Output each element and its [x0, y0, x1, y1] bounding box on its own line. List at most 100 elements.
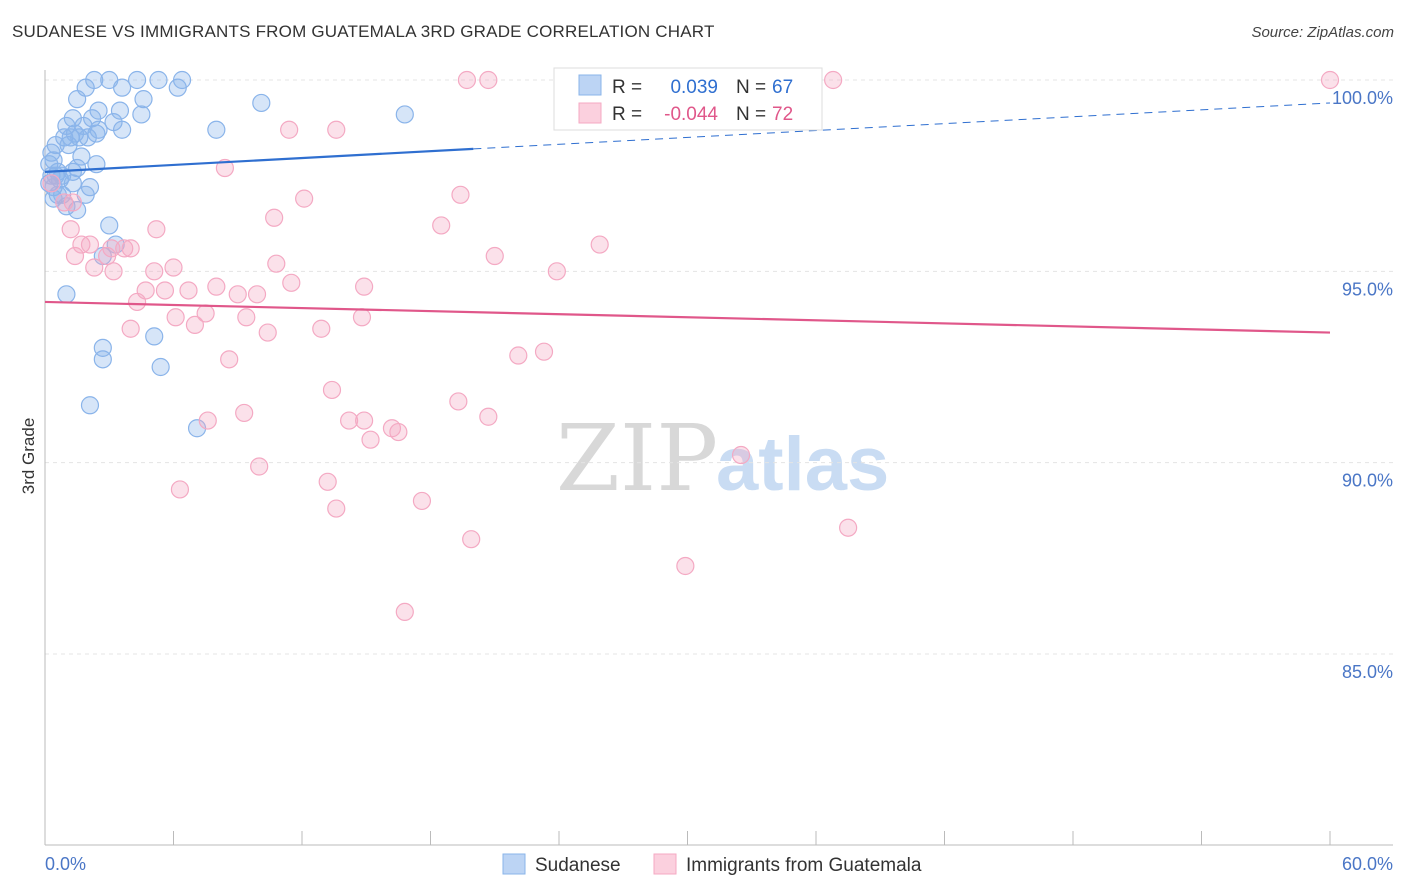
- y-tick-label-90: 90.0%: [1342, 471, 1393, 491]
- guatemala-point-54: [198, 411, 217, 430]
- grid-lines: [45, 79, 1393, 655]
- y-tick-label-100: 100.0%: [1332, 88, 1393, 108]
- stats-r-label-2: R =: [612, 104, 642, 125]
- guatemala-point-30: [547, 262, 566, 281]
- sudanese-point-60: [151, 357, 170, 377]
- guatemala-point-15: [61, 220, 80, 239]
- x-ticks: [44, 831, 1331, 845]
- guatemala-point-18: [590, 235, 609, 254]
- guatemala-point-66: [327, 499, 346, 518]
- guatemala-point-56: [355, 411, 374, 430]
- stats-swatch-sudanese: [578, 74, 602, 96]
- guatemala-point-22: [65, 246, 85, 266]
- guatemala-point-61: [731, 445, 751, 465]
- guatemala-point-32: [207, 277, 226, 296]
- sudanese-point-3: [149, 70, 168, 90]
- guatemala-point-17: [80, 235, 100, 254]
- chart-title: SUDANESE VS IMMIGRANTS FROM GUATEMALA 3R…: [12, 22, 715, 41]
- y-tick-label-85: 85.0%: [1342, 662, 1393, 682]
- guatemala-point-53: [235, 403, 254, 423]
- guatemala-point-46: [312, 319, 331, 338]
- sudanese-point-61: [80, 396, 100, 415]
- guatemala-point-37: [228, 285, 247, 304]
- guatemala-point-50: [220, 350, 239, 369]
- sudanese-point-9: [134, 90, 153, 109]
- stats-n-label-1: N =: [736, 77, 766, 98]
- guatemala-point-42: [237, 308, 256, 327]
- guatemala-point-31: [282, 273, 301, 292]
- guatemala-point-35: [155, 281, 175, 300]
- stats-r-value-2: -0.044: [664, 104, 718, 125]
- guatemala-point-23: [98, 246, 117, 266]
- sudanese-point-53: [100, 216, 119, 235]
- guatemala-point-36: [179, 281, 198, 300]
- guatemala-point-5: [280, 120, 299, 139]
- guatemala-point-24: [485, 246, 504, 266]
- guatemala-point-7: [215, 158, 234, 178]
- guatemala-point-57: [479, 407, 498, 426]
- guatemala-point-52: [449, 392, 468, 411]
- trend-line-sudanese-extension: [473, 102, 1331, 150]
- x-tick-label-min: 0.0%: [45, 854, 86, 874]
- guatemala-point-13: [432, 216, 451, 235]
- sudanese-point-10: [252, 93, 271, 113]
- guatemala-point-49: [509, 346, 528, 365]
- guatemala-point-28: [164, 258, 183, 277]
- legend-label-guatemala: Immigrants from Guatemala: [686, 855, 922, 876]
- watermark-atlas: atlas: [716, 422, 889, 507]
- guatemala-point-68: [462, 530, 481, 549]
- sudanese-point-5: [112, 78, 132, 97]
- guatemala-point-71: [63, 193, 82, 212]
- guatemala-point-47: [258, 323, 277, 342]
- guatemala-point-65: [412, 491, 432, 511]
- guatemala-point-19: [115, 239, 134, 258]
- legend-label-sudanese: Sudanese: [535, 855, 621, 876]
- series-sudanese-points: [40, 70, 414, 438]
- guatemala-point-59: [389, 422, 408, 442]
- guatemala-point-63: [318, 472, 337, 491]
- guatemala-point-38: [247, 285, 267, 304]
- watermark-zip: ZIP: [556, 405, 718, 512]
- stats-r-label-1: R =: [612, 77, 642, 98]
- guatemala-point-8: [42, 174, 61, 193]
- guatemala-point-45: [121, 319, 140, 338]
- guatemala-point-10: [295, 189, 314, 208]
- guatemala-point-26: [85, 258, 104, 277]
- guatemala-point-25: [267, 254, 286, 273]
- guatemala-point-14: [147, 220, 166, 239]
- sudanese-point-8: [68, 90, 87, 109]
- guatemala-point-67: [839, 518, 858, 537]
- sudanese-point-44: [63, 174, 82, 193]
- guatemala-point-64: [170, 480, 190, 499]
- guatemala-point-21: [121, 239, 140, 258]
- guatemala-point-33: [355, 277, 374, 296]
- stats-n-value-1: 67: [772, 77, 793, 98]
- guatemala-point-0: [457, 70, 477, 90]
- guatemala-point-69: [676, 556, 695, 576]
- y-tick-labels: 85.0% 90.0% 95.0% 100.0%: [1332, 88, 1393, 682]
- legend-swatch-sudanese: [502, 853, 526, 875]
- guatemala-point-39: [127, 292, 147, 312]
- trend-lines: [44, 102, 1331, 334]
- sudanese-point-59: [93, 350, 112, 369]
- sudanese-point-28: [78, 128, 97, 147]
- guatemala-point-48: [534, 342, 554, 361]
- sudanese-point-57: [145, 327, 164, 346]
- guatemala-point-51: [322, 380, 342, 400]
- guatemala-point-43: [352, 308, 372, 327]
- sudanese-point-56: [57, 285, 76, 304]
- guatemala-point-27: [104, 262, 123, 281]
- stats-swatch-guatemala: [578, 102, 602, 124]
- guatemala-point-41: [166, 308, 185, 327]
- guatemala-point-9: [451, 185, 470, 204]
- guatemala-point-4: [1320, 70, 1340, 90]
- sudanese-point-32: [72, 147, 91, 166]
- trend-line-sudanese: [44, 147, 474, 173]
- sudanese-point-13: [132, 105, 151, 124]
- guatemala-point-44: [185, 315, 205, 335]
- guatemala-point-62: [250, 457, 269, 476]
- series-guatemala-points: [42, 70, 1340, 622]
- guatemala-point-70: [395, 602, 414, 622]
- legend-swatch-guatemala: [653, 853, 677, 875]
